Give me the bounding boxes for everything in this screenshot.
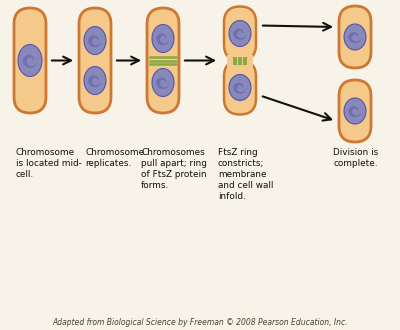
Bar xyxy=(243,56,247,64)
FancyBboxPatch shape xyxy=(79,8,111,113)
Ellipse shape xyxy=(18,45,42,77)
Ellipse shape xyxy=(229,75,251,101)
Text: Chromosome
is located mid-
cell.: Chromosome is located mid- cell. xyxy=(16,148,82,179)
Bar xyxy=(238,56,242,64)
Text: Chromosomes
pull apart; ring
of FtsZ protein
forms.: Chromosomes pull apart; ring of FtsZ pro… xyxy=(141,148,207,190)
Ellipse shape xyxy=(229,20,251,47)
Ellipse shape xyxy=(344,98,366,124)
FancyBboxPatch shape xyxy=(147,8,179,113)
FancyBboxPatch shape xyxy=(339,80,371,142)
FancyBboxPatch shape xyxy=(14,8,46,113)
Ellipse shape xyxy=(84,26,106,54)
Ellipse shape xyxy=(152,24,174,52)
Text: Chromosome
replicates.: Chromosome replicates. xyxy=(85,148,144,168)
FancyBboxPatch shape xyxy=(224,60,256,115)
FancyBboxPatch shape xyxy=(224,7,256,60)
Text: FtsZ ring
constricts;
membrane
and cell wall
infold.: FtsZ ring constricts; membrane and cell … xyxy=(218,148,273,201)
FancyBboxPatch shape xyxy=(339,6,371,68)
Ellipse shape xyxy=(152,69,174,96)
Ellipse shape xyxy=(344,24,366,50)
Text: Adapted from Biological Science by Freeman © 2008 Pearson Education, Inc.: Adapted from Biological Science by Freem… xyxy=(52,318,348,327)
Text: Division is
complete.: Division is complete. xyxy=(333,148,378,168)
Bar xyxy=(227,54,253,67)
Ellipse shape xyxy=(84,67,106,94)
Bar xyxy=(233,56,237,64)
